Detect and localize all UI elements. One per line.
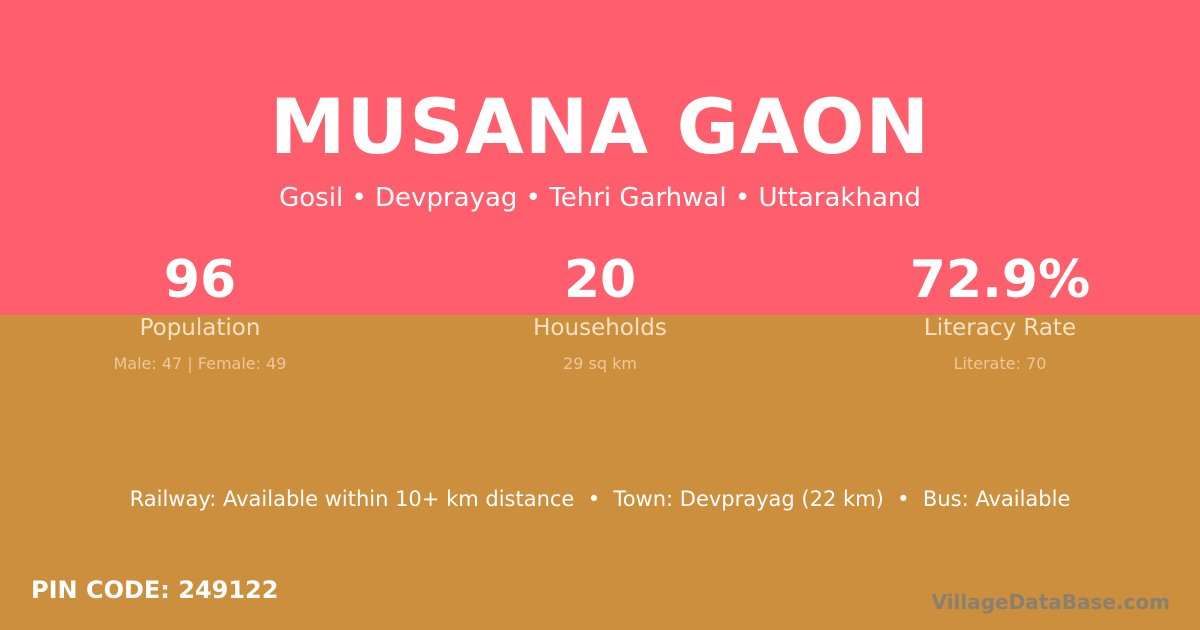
stat-value: 96: [163, 250, 237, 310]
stat-label: Households: [533, 315, 667, 341]
pin-code: PIN CODE: 249122: [31, 576, 279, 604]
footer-band: [0, 315, 1200, 630]
village-title: MUSANA GAON: [269, 82, 931, 171]
brand-watermark: VillageDataBase.com: [931, 590, 1170, 614]
stat-value: 72.9%: [909, 250, 1091, 310]
header-band: [0, 0, 1200, 315]
stat-detail: Male: 47 | Female: 49: [113, 354, 287, 373]
stat-detail: 29 sq km: [563, 354, 637, 373]
stat-detail: Literate: 70: [953, 354, 1047, 373]
connectivity-info: Railway: Available within 10+ km distanc…: [129, 487, 1071, 511]
stat-label: Literacy Rate: [923, 315, 1077, 341]
location-breadcrumb: Gosil • Devprayag • Tehri Garhwal • Utta…: [279, 183, 921, 213]
stat-label: Population: [139, 315, 261, 341]
stat-value: 20: [563, 250, 637, 310]
